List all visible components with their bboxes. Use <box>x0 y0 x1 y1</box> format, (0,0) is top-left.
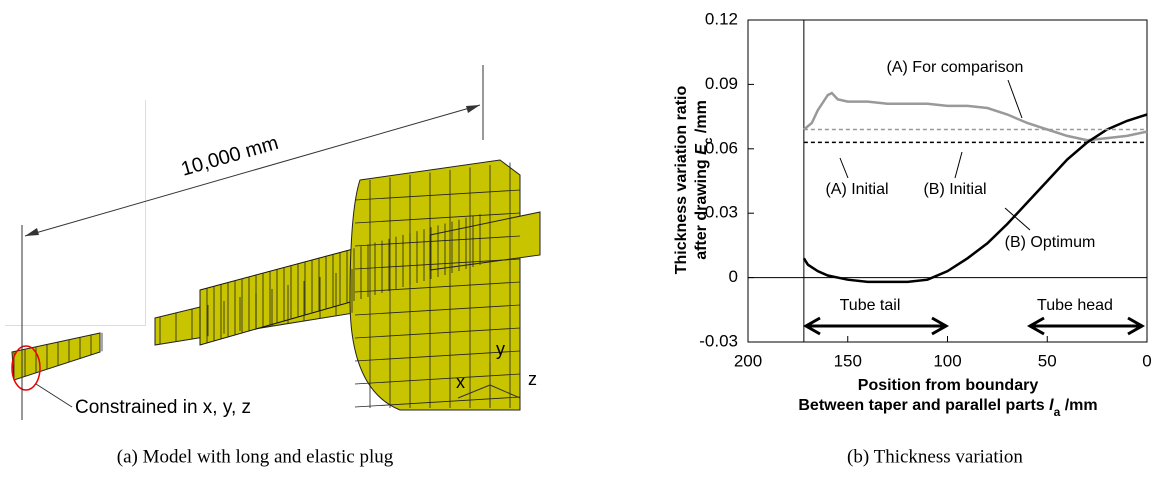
leader <box>36 384 72 407</box>
leader <box>840 158 848 178</box>
die <box>350 160 520 410</box>
series-label: (B) Optimum <box>1005 234 1096 251</box>
y-tick-label: -0.03 <box>699 331 738 350</box>
x-tick-label: 50 <box>1038 351 1057 370</box>
caption: (b) Thickness variation <box>847 446 1023 467</box>
x-tick-label: 150 <box>834 351 862 370</box>
y-axis-label: after drawing Ec /mm <box>693 100 715 260</box>
axis-label: x <box>456 372 465 392</box>
arrowhead <box>25 228 39 236</box>
dimension-label: 10,000 mm <box>179 132 281 181</box>
series-label: (A) For comparison <box>887 59 1024 76</box>
series-label: (B) Initial <box>923 181 986 198</box>
series-line <box>804 93 1147 140</box>
x-axis-label: Position from boundary <box>858 377 1039 394</box>
constraint-label: Constrained in x, y, z <box>75 397 251 418</box>
leader <box>1008 80 1022 118</box>
x-axis-label: Between taper and parallel parts la /mm <box>798 397 1097 419</box>
y-tick-label: 0.12 <box>705 9 738 28</box>
axis-label: y <box>496 339 505 359</box>
y-axis-label-part: /mm <box>693 100 710 137</box>
fe-model: Constrained in x, y, z 10,000 mm x y z (… <box>5 65 540 467</box>
divider <box>145 100 146 326</box>
series-label: (A) Initial <box>825 181 888 198</box>
leader <box>955 152 962 178</box>
x-axis-label-part: /mm <box>1060 397 1097 414</box>
x-axis-label-part: Between taper and parallel parts <box>798 397 1049 414</box>
divider <box>5 325 145 326</box>
y-axis-label-part: after drawing <box>693 155 710 260</box>
x-tick-label: 100 <box>933 351 961 370</box>
figure: Constrained in x, y, z 10,000 mm x y z (… <box>0 0 1159 477</box>
x-tick-label: 0 <box>1142 351 1151 370</box>
x-tick-label: 200 <box>734 351 762 370</box>
y-axis-label: Thickness variation ratio <box>673 86 690 275</box>
caption: (a) Model with long and elastic plug <box>117 446 394 467</box>
annotation: Tube tail <box>840 297 901 314</box>
y-tick-label: 0.09 <box>705 74 738 93</box>
y-tick-label: 0 <box>729 267 738 286</box>
axis-label: z <box>528 369 537 389</box>
annotation: Tube head <box>1037 297 1113 314</box>
arrowhead <box>466 105 480 113</box>
